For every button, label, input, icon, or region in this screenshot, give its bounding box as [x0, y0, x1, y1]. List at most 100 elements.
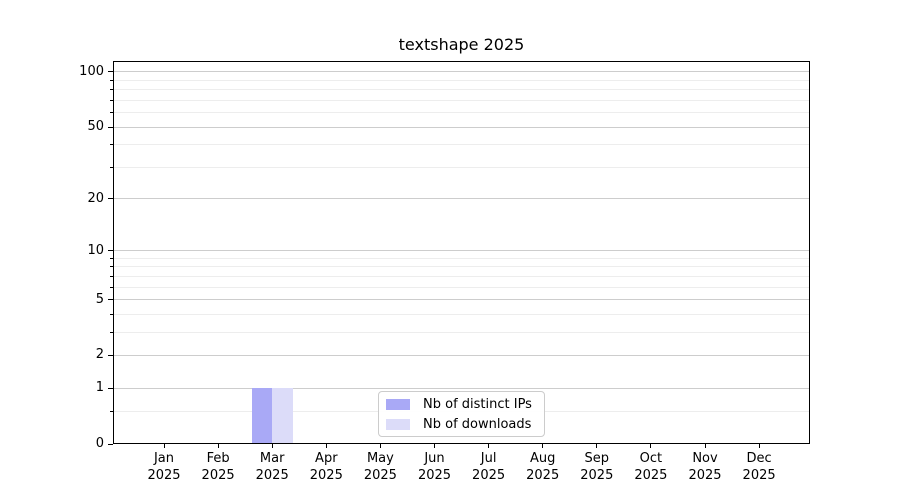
x-tick-label-jul: Jul 2025 [459, 450, 519, 484]
x-tick-year: 2025 [580, 468, 614, 483]
x-tick-year: 2025 [688, 468, 722, 483]
x-tick-month: Jun [424, 451, 445, 466]
y-minor-gridline [113, 79, 810, 81]
y-minor-tick [110, 257, 113, 259]
y-tick [108, 198, 113, 200]
x-tick-month: Sep [584, 451, 610, 466]
x-tick [542, 444, 544, 448]
y-tick [108, 443, 113, 445]
x-tick-month: Mar [259, 451, 285, 466]
y-minor-tick [110, 166, 113, 168]
x-tick-month: Apr [315, 451, 338, 466]
x-tick-month: Aug [529, 451, 556, 466]
y-tick-label: 50 [87, 119, 104, 135]
legend-swatch-downloads [386, 418, 410, 430]
y-tick-label: 2 [95, 347, 104, 363]
x-tick [488, 444, 490, 448]
y-major-gridline [113, 387, 810, 389]
x-tick-year: 2025 [201, 468, 235, 483]
x-tick-label-dec: Dec 2025 [729, 450, 789, 484]
x-tick-label-jun: Jun 2025 [405, 450, 465, 484]
plot-border [113, 61, 810, 444]
y-minor-gridline [113, 144, 810, 146]
y-tick-label: 100 [79, 63, 104, 79]
y-tick [108, 250, 113, 252]
y-tick [108, 126, 113, 128]
y-major-gridline [113, 71, 810, 73]
x-tick [163, 444, 165, 448]
x-tick-label-sep: Sep 2025 [567, 450, 627, 484]
x-tick [217, 444, 219, 448]
y-major-gridline [113, 299, 810, 301]
x-tick-label-oct: Oct 2025 [621, 450, 681, 484]
y-minor-gridline [113, 89, 810, 91]
bar-distinct-ips-mar [251, 388, 273, 444]
x-tick-month: Oct [639, 451, 663, 466]
y-minor-gridline [113, 313, 810, 315]
legend-swatch-distinct-ips [386, 398, 410, 410]
x-tick-label-nov: Nov 2025 [675, 450, 735, 484]
x-tick-month: Jul [480, 451, 497, 466]
legend-label-distinct-ips: Nb of distinct IPs [423, 396, 532, 412]
y-minor-tick [110, 144, 113, 146]
x-tick-month: Feb [206, 451, 230, 466]
y-tick-label: 0 [95, 436, 104, 451]
x-tick-year: 2025 [472, 468, 506, 483]
x-tick-year: 2025 [255, 468, 289, 483]
y-minor-gridline [113, 257, 810, 259]
x-tick-year: 2025 [526, 468, 560, 483]
x-tick-year: 2025 [634, 468, 668, 483]
y-minor-gridline [113, 99, 810, 101]
legend: Nb of distinct IPs Nb of downloads [378, 391, 545, 437]
y-minor-tick [110, 331, 113, 333]
y-minor-gridline [113, 286, 810, 288]
bar-downloads-mar [272, 388, 293, 444]
chart-title: textshape 2025 [398, 35, 525, 54]
x-tick-month: Nov [692, 451, 718, 466]
x-tick-label-apr: Apr 2025 [296, 450, 356, 484]
x-tick-month: Dec [746, 451, 772, 466]
y-tick [108, 354, 113, 356]
y-minor-gridline [113, 112, 810, 114]
y-minor-tick [110, 79, 113, 81]
y-tick-label: 10 [87, 242, 104, 258]
y-minor-tick [110, 286, 113, 288]
y-major-gridline [113, 354, 810, 356]
x-tick-year: 2025 [309, 468, 343, 483]
y-tick [108, 387, 113, 389]
x-tick-year: 2025 [417, 468, 452, 483]
x-tick [271, 444, 273, 448]
x-tick [758, 444, 760, 448]
x-tick [650, 444, 652, 448]
y-major-gridline [113, 250, 810, 252]
y-tick [108, 71, 113, 73]
x-tick-year: 2025 [147, 468, 181, 483]
y-tick-label: 5 [95, 291, 104, 307]
y-tick-label: 1 [95, 380, 104, 396]
y-minor-tick [110, 410, 113, 412]
x-tick-year: 2025 [742, 468, 776, 483]
y-minor-tick [110, 275, 113, 277]
x-tick-label-may: May 2025 [350, 450, 410, 484]
x-tick [325, 444, 327, 448]
x-tick [596, 444, 598, 448]
x-tick-label-aug: Aug 2025 [513, 450, 573, 484]
x-tick-month: May [366, 451, 394, 466]
y-minor-tick [110, 89, 113, 91]
y-major-gridline [113, 126, 810, 128]
y-tick [108, 299, 113, 301]
y-minor-gridline [113, 266, 810, 268]
y-minor-gridline [113, 331, 810, 333]
x-tick-label-feb: Feb 2025 [188, 450, 248, 484]
x-tick [379, 444, 381, 448]
x-tick-label-mar: Mar 2025 [242, 450, 302, 484]
y-minor-gridline [113, 166, 810, 168]
x-tick-label-jan: Jan 2025 [134, 450, 194, 484]
y-minor-tick [110, 99, 113, 101]
x-tick [704, 444, 706, 448]
x-tick-year: 2025 [363, 468, 397, 483]
y-minor-tick [110, 112, 113, 114]
legend-item-downloads: Nb of downloads [386, 416, 544, 433]
y-tick-label: 20 [87, 190, 104, 206]
